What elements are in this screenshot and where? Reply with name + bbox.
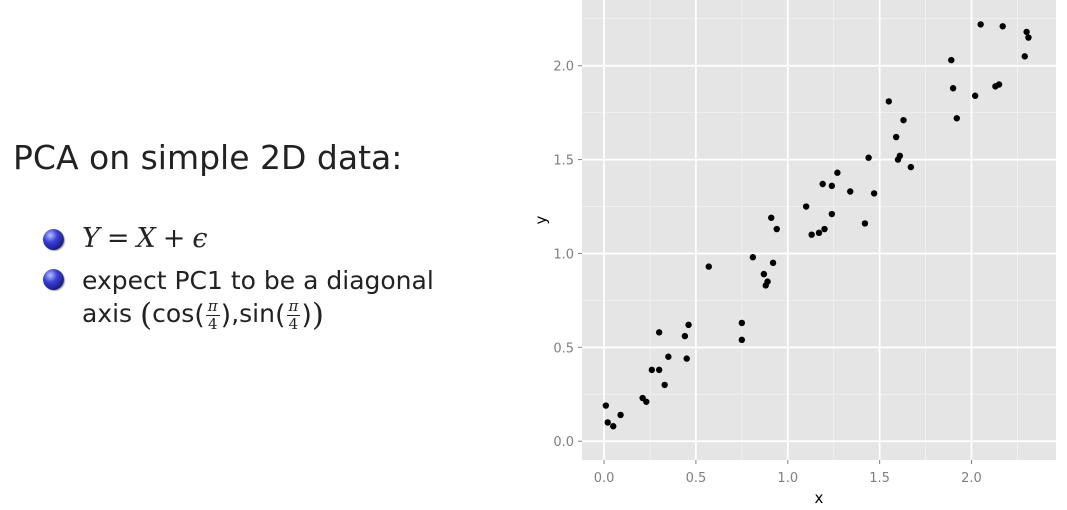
data-point	[847, 188, 854, 195]
data-point	[828, 210, 836, 218]
equation-plus: +	[162, 223, 186, 254]
data-point	[764, 278, 771, 285]
data-point	[1025, 34, 1032, 41]
equation-x: X	[136, 223, 156, 254]
data-point	[948, 56, 955, 64]
sin-label: sin	[239, 299, 275, 328]
y-tick-label: 1.0	[553, 247, 574, 262]
data-point	[900, 116, 907, 124]
data-point	[749, 254, 757, 261]
data-point	[1023, 28, 1030, 36]
data-point	[892, 133, 900, 141]
data-point	[683, 355, 690, 362]
data-point	[617, 411, 624, 419]
data-point	[604, 419, 611, 426]
data-point	[1021, 53, 1028, 60]
data-point	[819, 180, 826, 188]
y-tick-label: 2.0	[553, 60, 574, 75]
data-point	[861, 220, 869, 227]
data-point	[602, 402, 610, 409]
x-tick-label: 1.5	[869, 471, 890, 486]
equation-y: Y	[82, 223, 100, 254]
cos-label: cos	[152, 299, 195, 328]
y-tick-label: 0.5	[553, 341, 574, 356]
slide-title: PCA on simple 2D data:	[13, 138, 403, 177]
bullet-line-2: axis (cos(π 4),sin(π 4))	[82, 297, 472, 332]
model-equation: Y = X + ϵ	[82, 223, 207, 254]
cos-paren-close: )	[220, 300, 232, 331]
data-point	[685, 321, 692, 329]
data-point	[971, 92, 979, 99]
data-point	[773, 225, 780, 233]
data-point	[655, 366, 663, 374]
data-point	[768, 214, 775, 221]
x-axis-title: x	[815, 489, 824, 507]
data-point	[738, 336, 746, 344]
fraction-numerator: π	[205, 296, 220, 316]
cos-paren-open: (	[194, 300, 205, 331]
bullet-point-icon	[43, 229, 64, 250]
data-point	[648, 366, 656, 374]
x-tick-label: 1.0	[777, 471, 798, 486]
sin-paren-open: (	[274, 300, 286, 331]
y-tick-label: 1.5	[553, 154, 574, 169]
data-point	[865, 154, 872, 161]
data-point	[738, 319, 746, 327]
bullet-item-model: Y = X + ϵ	[42, 224, 472, 260]
y-tick-label: 0.0	[553, 435, 574, 450]
data-point	[821, 225, 828, 233]
bullet-list: Y = X + ϵ expect PC1 to be a diagonal axis (…	[42, 224, 472, 332]
comma: ,	[231, 299, 240, 328]
data-point	[949, 85, 957, 92]
data-point	[769, 259, 777, 267]
data-point	[760, 270, 768, 278]
fraction-denominator: 4	[288, 314, 299, 333]
fraction-denominator: 4	[207, 314, 218, 333]
data-point	[953, 115, 960, 122]
data-point	[681, 332, 689, 340]
data-point	[705, 263, 712, 270]
outer-paren-close: )	[311, 297, 325, 333]
bullet-line-1: expect PC1 to be a diagonal	[82, 266, 434, 295]
data-point	[870, 190, 878, 197]
data-point	[999, 23, 1006, 30]
data-point	[655, 329, 663, 336]
x-tick-label: 0.5	[686, 471, 707, 486]
data-point	[907, 163, 915, 171]
data-point	[896, 152, 904, 160]
data-point	[834, 169, 841, 176]
x-tick-label: 0.0	[594, 471, 615, 486]
sin-paren-close: )	[301, 300, 312, 331]
data-point	[610, 423, 617, 430]
data-point	[802, 203, 810, 210]
axis-word: axis	[82, 299, 133, 328]
data-point	[885, 98, 893, 105]
data-point	[643, 398, 650, 405]
bullet-point-icon	[43, 269, 64, 290]
data-point	[995, 81, 1003, 88]
equation-epsilon: ϵ	[192, 223, 208, 254]
data-point	[977, 21, 984, 28]
outer-paren-open: (	[140, 297, 153, 333]
bullet-item-expectation: expect PC1 to be a diagonal axis (cos(π 4…	[42, 264, 472, 332]
data-point	[828, 182, 836, 190]
y-axis-title: y	[532, 215, 550, 224]
data-point	[661, 381, 668, 389]
data-point	[665, 353, 672, 360]
equation-equals: =	[106, 223, 130, 254]
data-point	[808, 231, 815, 238]
data-point	[815, 229, 823, 237]
fraction-numerator: π	[286, 296, 301, 316]
x-tick-label: 2.0	[961, 471, 982, 486]
